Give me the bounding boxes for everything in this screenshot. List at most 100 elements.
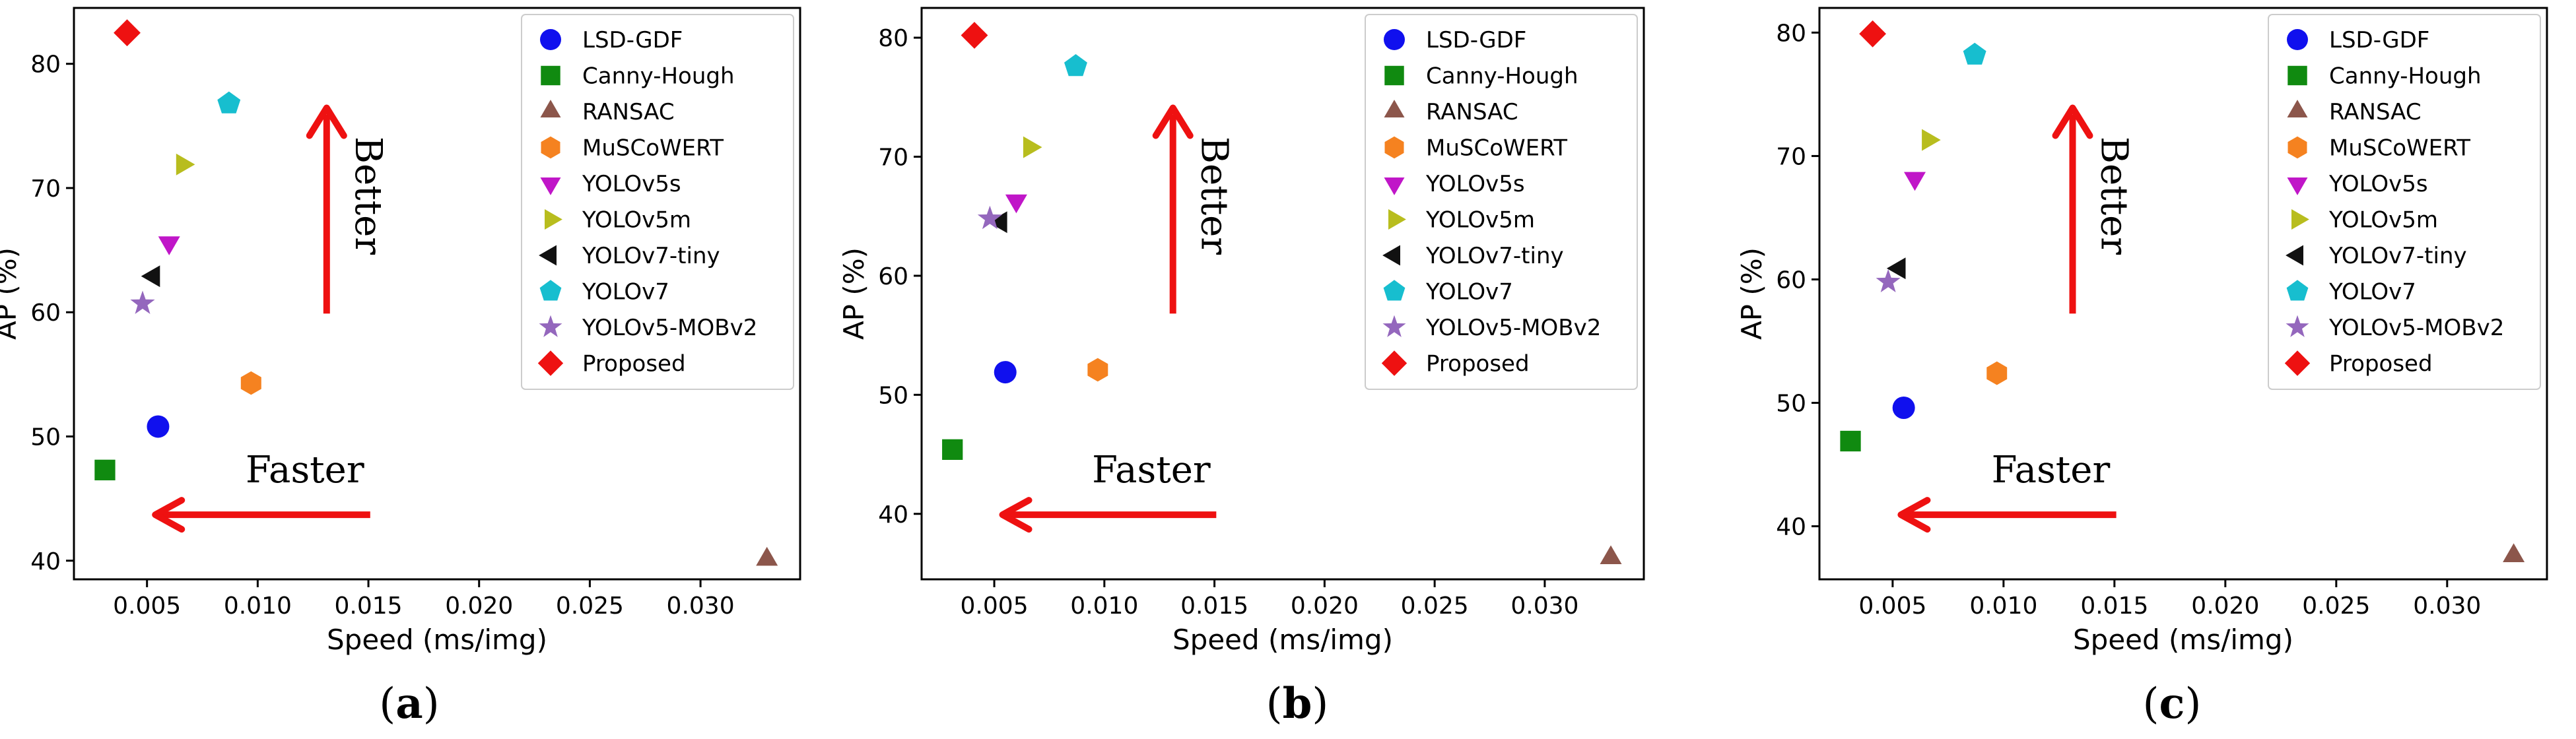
- point-yolov5-mobv2: [130, 290, 155, 314]
- y-tick-label: 40: [878, 501, 908, 529]
- y-axis-label: AP (%): [0, 247, 22, 340]
- y-tick-label: 60: [30, 300, 61, 327]
- better-arrow-head: [1152, 104, 1194, 139]
- plot-frame: [73, 7, 801, 581]
- point-muscowert: [1087, 358, 1108, 382]
- y-tick-label: 60: [1776, 267, 1806, 294]
- x-tick-label: 0.030: [2413, 593, 2481, 620]
- point-proposed: [114, 19, 141, 47]
- x-axis-label: Speed (ms/img): [327, 624, 547, 656]
- legend-marker-muscowert: [541, 136, 560, 159]
- y-tick-label: 60: [878, 263, 908, 290]
- x-tick-label: 0.015: [2080, 593, 2148, 620]
- legend-label: YOLOv5s: [2328, 171, 2428, 197]
- legend-marker-lsd-gdf: [1384, 29, 1405, 50]
- faster-arrow-head: [152, 497, 186, 533]
- legend-label: YOLOv7-tiny: [582, 243, 720, 269]
- x-tick-label: 0.005: [113, 593, 181, 620]
- better-annotation: Better: [1193, 137, 1236, 255]
- legend-label: RANSAC: [1426, 99, 1518, 125]
- y-tick-label: 50: [1776, 391, 1806, 418]
- point-lsd-gdf: [1892, 397, 1915, 420]
- faster-annotation: Faster: [246, 449, 364, 492]
- x-tick-label: 0.015: [335, 593, 403, 620]
- y-tick-label: 70: [30, 176, 61, 203]
- legend-label: Canny-Hough: [2329, 63, 2482, 90]
- point-proposed: [1859, 20, 1886, 48]
- x-tick-label: 0.030: [667, 593, 735, 620]
- legend-marker-yolov5-mobv2: [1382, 315, 1406, 337]
- x-axis-label: Speed (ms/img): [1172, 624, 1393, 656]
- x-tick-label: 0.020: [2191, 593, 2259, 620]
- legend-marker-yolov5s: [1384, 177, 1405, 195]
- chart-panel-c: 0.005 0.010 0.015 0.020 0.025 0.030 40 50 60 70 80…: [1736, 7, 2548, 728]
- x-tick-label: 0.020: [445, 593, 513, 620]
- plot-frame: [1818, 7, 2548, 581]
- y-tick-label: 80: [878, 25, 908, 52]
- legend-label: MuSCoWERT: [2329, 135, 2470, 162]
- legend: LSD-GDF Canny-Hough RANSAC MuSCoWERT YOLOv5s…: [2268, 14, 2541, 390]
- x-tick-label: 0.025: [1401, 593, 1469, 620]
- y-tick-label: 80: [1776, 20, 1806, 47]
- legend-box: [1365, 14, 1638, 390]
- chart-panel-b: 0.005 0.010 0.015 0.020 0.025 0.030 40 50 60 70 80…: [838, 7, 1645, 728]
- point-muscowert: [1986, 361, 2008, 385]
- point-lsd-gdf: [994, 361, 1017, 384]
- panel-caption: (b): [1266, 679, 1329, 728]
- legend-label: YOLOv7-tiny: [2328, 243, 2467, 269]
- better-arrow-head: [2052, 104, 2093, 139]
- legend-label: YOLOv5-MOBv2: [582, 315, 757, 341]
- legend-marker-proposed: [537, 350, 564, 376]
- chart-panel-a: 0.005 0.010 0.015 0.020 0.025 0.030 40 50 60 70 80…: [0, 7, 801, 728]
- y-tick-label: 50: [878, 382, 908, 409]
- legend-marker-yolov7-tiny: [2286, 245, 2303, 266]
- faster-annotation: Faster: [1992, 449, 2111, 492]
- better-arrow-head: [306, 104, 347, 139]
- legend-marker-yolov5m: [2291, 209, 2309, 230]
- legend-label: YOLOv5m: [2328, 207, 2438, 234]
- point-yolov7-tiny: [988, 211, 1007, 234]
- legend-marker-proposed: [1381, 350, 1407, 376]
- point-yolov5s: [1005, 194, 1027, 214]
- better-annotation: Better: [2092, 137, 2135, 255]
- panel-caption: (a): [379, 679, 439, 728]
- x-tick-label: 0.025: [556, 593, 624, 620]
- point-yolov7: [1963, 42, 1986, 65]
- legend-marker-yolov5m: [545, 209, 562, 230]
- y-axis-label: AP (%): [838, 247, 870, 340]
- y-axis-label: AP (%): [1736, 247, 1768, 340]
- x-tick-label: 0.015: [1180, 593, 1248, 620]
- panel-caption: (c): [2143, 679, 2202, 728]
- legend-marker-yolov5-mobv2: [2286, 315, 2309, 337]
- legend-marker-lsd-gdf: [540, 29, 561, 50]
- x-tick-label: 0.010: [1070, 593, 1138, 620]
- point-canny-hough: [1840, 430, 1861, 452]
- point-yolov7-tiny: [141, 265, 160, 288]
- legend-marker-muscowert: [2288, 136, 2307, 159]
- legend-marker-ransac: [540, 100, 561, 117]
- legend-label: YOLOv5s: [1425, 171, 1525, 197]
- y-tick-label: 40: [1776, 514, 1806, 541]
- legend-marker-yolov7: [2286, 280, 2309, 301]
- point-yolov7: [1064, 54, 1087, 77]
- legend-label: RANSAC: [2329, 99, 2422, 125]
- point-yolov5m: [1922, 129, 1941, 151]
- legend-label: MuSCoWERT: [1426, 135, 1567, 162]
- point-canny-hough: [94, 459, 116, 480]
- x-tick-label: 0.010: [224, 593, 292, 620]
- faster-arrow-head: [999, 497, 1033, 533]
- x-tick-label: 0.025: [2302, 593, 2370, 620]
- legend-marker-yolov7-tiny: [539, 245, 557, 266]
- y-tick-label: 70: [1776, 143, 1806, 170]
- faster-arrow-head: [1897, 497, 1931, 533]
- legend-label: YOLOv7-tiny: [1425, 243, 1564, 269]
- legend-marker-lsd-gdf: [2287, 29, 2308, 50]
- legend-label: LSD-GDF: [1426, 27, 1526, 53]
- legend-marker-yolov5m: [1388, 209, 1406, 230]
- legend-box: [2268, 14, 2541, 390]
- legend-marker-proposed: [2284, 350, 2311, 376]
- plot-frame: [920, 7, 1645, 581]
- legend-marker-canny-hough: [1384, 65, 1404, 86]
- point-yolov5-mobv2: [977, 205, 1002, 230]
- x-tick-label: 0.030: [1510, 593, 1578, 620]
